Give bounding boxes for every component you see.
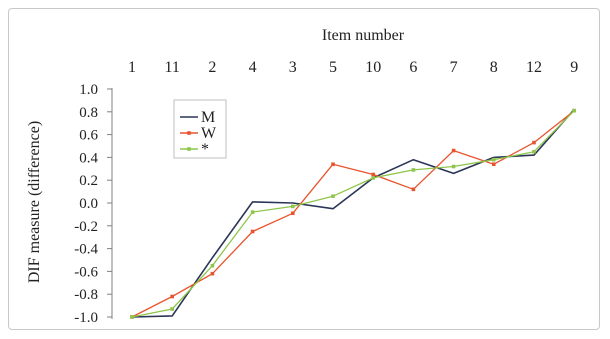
x-tick-label: 8 [490,59,498,76]
y-tick-label: -0.6 [74,264,98,280]
data-point [170,294,174,299]
data-point [492,162,496,167]
data-point [371,176,375,180]
series-3 [130,108,576,319]
series-line [131,110,575,318]
data-point [210,263,215,268]
y-tick-label: -0.4 [74,242,98,258]
y-tick-marks [107,88,112,318]
legend-item: * [180,141,209,158]
x-tick-label: 3 [289,59,297,76]
y-tick-label: 1.0 [79,82,98,98]
series-line [131,108,575,318]
data-point [210,271,215,276]
y-tick-labels: 1.0 0.8 0.6 0.4 0.2 0.0 -0.2 -0.4 -0.6 -0.8 -1.0 [74,82,98,326]
y-tick-label: 0.4 [79,150,98,166]
legend-item: M [180,109,215,126]
data-point [170,307,174,311]
data-point [492,157,496,162]
y-axis-title: DIF measure (difference) [26,121,43,283]
data-point [411,168,416,172]
x-tick-label: 4 [249,59,257,76]
data-point [331,162,335,167]
data-point [451,148,456,153]
legend-marker [187,131,191,135]
data-point [532,149,536,154]
series-2 [130,108,576,319]
x-tick-label: 5 [329,59,337,76]
x-tick-label: 10 [365,59,381,76]
legend-label: * [201,141,209,158]
x-axis-title: Item number [322,27,405,44]
legend-label: W [201,125,217,142]
x-tick-label: 12 [526,59,542,76]
data-point [411,187,416,192]
y-tick-label: -0.2 [74,219,98,235]
data-point [130,315,134,319]
legend-item: W [180,125,217,142]
y-tick-label: 0.8 [79,105,98,121]
legend: MW* [173,99,227,159]
y-tick-label: -0.8 [74,287,98,303]
chart-frame [8,8,600,330]
series-1 [131,108,575,318]
y-tick-label: 0.6 [79,128,98,144]
y-tick-label: 0.2 [79,173,98,189]
series-layer [130,108,576,319]
legend-marker [187,147,191,151]
x-tick-label: 1 [128,59,136,76]
data-point [250,229,255,234]
x-tick-label: 6 [409,59,417,76]
y-tick-label: 0.0 [79,196,98,212]
data-point [250,210,255,214]
data-point [291,204,295,209]
legend-label: M [201,109,215,126]
data-point [331,194,335,198]
data-point [532,140,536,145]
x-tick-labels: 1 11 2 4 3 5 10 6 7 8 12 9 [128,59,578,76]
x-tick-label: 7 [450,59,458,76]
x-tick-label: 2 [208,59,216,76]
x-tick-label: 11 [164,59,179,76]
data-point [451,164,456,169]
data-point [291,211,295,216]
data-point [572,108,576,113]
series-line [131,110,575,318]
y-tick-label: -1.0 [74,310,98,326]
x-tick-label: 9 [570,59,578,76]
data-point [371,172,375,177]
